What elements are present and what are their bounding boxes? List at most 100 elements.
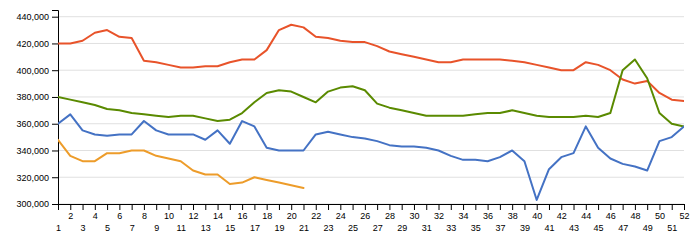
x-tick-label: 26: [360, 211, 370, 221]
x-tick-label: 3: [81, 223, 86, 233]
x-tick-mark: [168, 204, 169, 210]
x-tick-label: 17: [250, 223, 260, 233]
x-tick: 28: [385, 204, 395, 221]
x-tick: 35: [471, 204, 481, 233]
x-tick-label: 25: [348, 223, 358, 233]
x-tick-mark: [340, 204, 341, 210]
y-tick-mark: [52, 204, 58, 205]
x-tick-mark: [144, 204, 145, 210]
x-tick: 50: [655, 204, 665, 221]
x-tick-mark: [353, 204, 354, 210]
grid-line: [58, 177, 684, 178]
x-tick-label: 45: [594, 223, 604, 233]
x-tick-mark: [488, 204, 489, 210]
x-tick: 51: [667, 204, 677, 233]
x-tick: 27: [373, 204, 383, 233]
x-tick-label: 13: [201, 223, 211, 233]
x-tick: 6: [117, 204, 122, 221]
x-tick-label: 5: [105, 223, 110, 233]
x-tick: 9: [154, 204, 159, 233]
x-tick-label: 27: [373, 223, 383, 233]
x-tick-mark: [659, 204, 660, 210]
x-tick-label: 10: [164, 211, 174, 221]
x-tick: 25: [348, 204, 358, 233]
x-tick-mark: [328, 204, 329, 210]
y-tick-mark: [52, 177, 58, 178]
x-tick: 17: [250, 204, 260, 233]
x-tick-mark: [512, 204, 513, 210]
x-tick-label: 11: [177, 223, 186, 233]
x-tick-mark: [156, 204, 157, 210]
x-tick-mark: [635, 204, 636, 210]
x-tick-mark: [389, 204, 390, 210]
x-tick-mark: [132, 204, 133, 210]
x-tick-mark: [254, 204, 255, 210]
x-tick-mark: [598, 204, 599, 210]
x-tick: 10: [164, 204, 174, 221]
x-tick-label: 1: [56, 223, 61, 233]
y-tick-mark: [52, 150, 58, 151]
series-line: [58, 25, 684, 101]
x-tick: 1: [56, 204, 61, 233]
x-tick: 47: [618, 204, 628, 233]
x-tick: 37: [495, 204, 505, 233]
x-tick-label: 51: [667, 223, 677, 233]
x-tick-mark: [193, 204, 194, 210]
x-tick: 16: [238, 204, 248, 221]
x-tick-mark: [119, 204, 120, 210]
x-tick: 2: [68, 204, 73, 221]
x-tick-mark: [316, 204, 317, 210]
x-tick-label: 41: [544, 223, 554, 233]
y-tick: 360,000: [16, 119, 58, 129]
y-tick-label: 420,000: [16, 39, 49, 49]
x-tick-mark: [70, 204, 71, 210]
x-tick: 40: [532, 204, 542, 221]
x-tick: 4: [93, 204, 98, 221]
x-tick-mark: [218, 204, 219, 210]
x-tick-mark: [524, 204, 525, 210]
x-tick: 11: [177, 204, 186, 233]
x-tick-label: 49: [643, 223, 653, 233]
x-tick-mark: [377, 204, 378, 210]
grid-line: [58, 70, 684, 71]
x-tick-label: 40: [532, 211, 542, 221]
y-axis: 300,000320,000340,000360,000380,000400,0…: [16, 11, 58, 210]
y-tick-mark: [52, 70, 58, 71]
x-tick-label: 37: [495, 223, 505, 233]
x-tick-mark: [684, 204, 685, 210]
x-tick-mark: [647, 204, 648, 210]
x-tick-label: 50: [655, 211, 665, 221]
x-tick: 52: [679, 204, 689, 221]
x-tick-mark: [549, 204, 550, 210]
grid-line: [58, 16, 684, 17]
y-tick-label: 340,000: [16, 146, 49, 156]
x-tick-mark: [181, 204, 182, 210]
x-tick-mark: [574, 204, 575, 210]
x-tick-mark: [58, 204, 59, 210]
x-tick: 3: [81, 204, 86, 233]
x-tick-label: 4: [93, 211, 98, 221]
y-tick-label: 320,000: [16, 173, 49, 183]
x-tick: 44: [581, 204, 591, 221]
x-tick-mark: [537, 204, 538, 210]
x-tick-mark: [672, 204, 673, 210]
x-tick: 42: [557, 204, 567, 221]
x-tick-label: 52: [679, 211, 689, 221]
x-tick-label: 32: [434, 211, 444, 221]
x-tick-label: 38: [508, 211, 518, 221]
x-tick: 33: [446, 204, 456, 233]
x-tick-mark: [414, 204, 415, 210]
series-line: [58, 60, 684, 127]
x-tick-label: 29: [397, 223, 407, 233]
y-tick: 300,000: [16, 199, 58, 209]
x-tick-label: 46: [606, 211, 616, 221]
x-tick-label: 35: [471, 223, 481, 233]
x-tick-label: 48: [630, 211, 640, 221]
x-tick-mark: [439, 204, 440, 210]
y-tick: 340,000: [16, 146, 58, 156]
grid-line: [58, 150, 684, 151]
x-tick: 31: [422, 204, 432, 233]
x-tick-mark: [242, 204, 243, 210]
x-tick-label: 20: [287, 211, 297, 221]
x-tick-mark: [230, 204, 231, 210]
